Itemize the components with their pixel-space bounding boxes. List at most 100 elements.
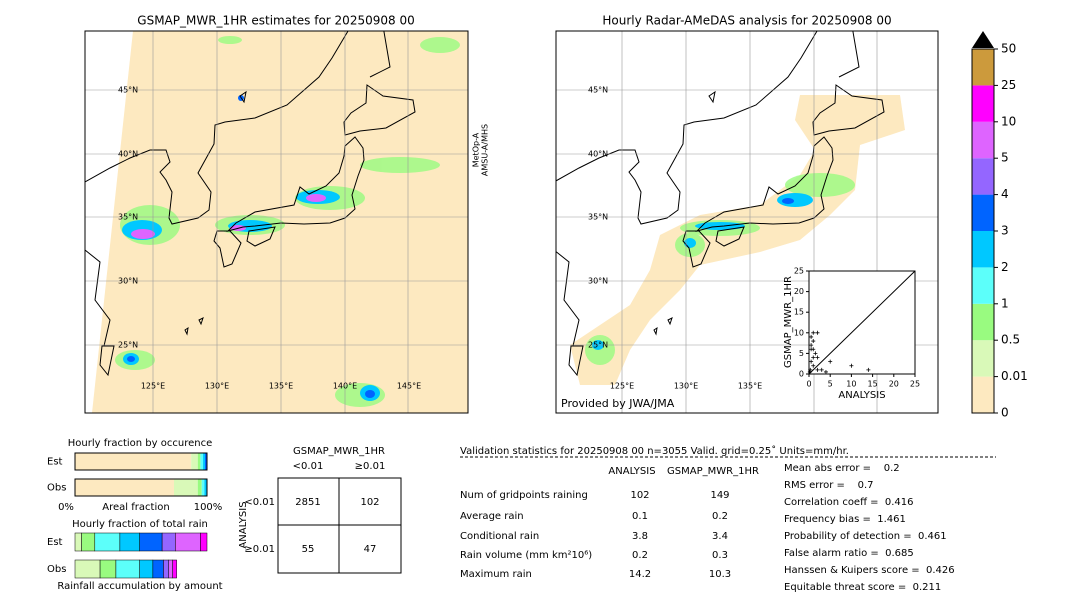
- stats-value: 14.2: [629, 569, 651, 580]
- scatter-point: [866, 367, 871, 372]
- colorbar-bin: [972, 376, 994, 413]
- satellite-label: AMSU-A/MHS: [481, 124, 490, 176]
- row-label: Est: [47, 537, 63, 548]
- fraction-segment: [197, 479, 202, 496]
- stats-label: Maximum rain: [460, 569, 532, 580]
- stats-value: 149: [710, 490, 729, 501]
- fraction-segment: [175, 532, 201, 552]
- colorbar-bin: [972, 231, 994, 268]
- fraction-segment: [139, 532, 163, 552]
- diagonal: [808, 270, 916, 375]
- panel-footer: Rainfall accumulation by amount: [57, 581, 222, 592]
- scatter-point: [823, 369, 828, 374]
- col-label: ≥0.01: [355, 461, 386, 472]
- lat-label: 40°N: [118, 150, 138, 159]
- stats-label: Rain volume (mm km²10⁶): [460, 550, 592, 561]
- x-tick-label: 10: [846, 380, 856, 389]
- colorbar-label: 0.5: [1001, 333, 1020, 347]
- fraction-segment: [191, 453, 198, 470]
- fraction-segment: [204, 479, 207, 496]
- colorbar-label: 0: [1001, 406, 1009, 420]
- scatter-point: [811, 330, 816, 335]
- fraction-segment: [139, 559, 154, 579]
- scatter-point: [809, 347, 814, 352]
- fraction-segment: [168, 559, 173, 579]
- table-cell: 102: [360, 497, 379, 508]
- fraction-segment: [200, 453, 204, 470]
- lat-label: 30°N: [588, 277, 608, 286]
- x-tick-label: 5: [828, 380, 833, 389]
- scatter-point: [849, 363, 854, 368]
- x-tick-label: 0: [806, 380, 811, 389]
- x-tick-label: 20: [889, 380, 899, 389]
- lat-label: 45°N: [118, 86, 138, 95]
- axis-label: 0%: [58, 502, 74, 513]
- panel-title: Hourly fraction by occurence: [68, 438, 212, 449]
- y-tick-label: 10: [794, 328, 804, 337]
- fraction-segment: [115, 559, 140, 579]
- axis-label: Areal fraction: [102, 502, 169, 513]
- stats-value: 0.2: [632, 550, 648, 561]
- lon-label: 130°E: [674, 382, 698, 391]
- stats-value: 0.1: [632, 511, 648, 522]
- scatter-point: [809, 359, 814, 364]
- x-axis-label: ANALYSIS: [838, 390, 885, 401]
- stats-score: Frequency bias = 1.461: [784, 514, 906, 525]
- table-cell: 47: [364, 544, 377, 555]
- lon-label: 135°E: [738, 382, 762, 391]
- lon-label: 125°E: [141, 382, 165, 391]
- fraction-segment: [119, 532, 140, 552]
- colorbar-bin: [972, 267, 994, 304]
- lat-label: 25°N: [588, 341, 608, 350]
- x-tick-label: 25: [910, 380, 920, 389]
- colorbar-label: 10: [1001, 114, 1016, 128]
- panel-title: Hourly fraction of total rain: [72, 519, 208, 530]
- map-title: GSMAP_MWR_1HR estimates for 20250908 00: [137, 14, 414, 28]
- fraction-segment: [174, 479, 198, 496]
- x-tick-label: 15: [868, 380, 878, 389]
- left-map-frame: [84, 30, 469, 414]
- fraction-segment: [197, 453, 201, 470]
- scatter-point: [811, 363, 816, 368]
- fraction-segment: [163, 559, 169, 579]
- fraction-segment: [75, 479, 174, 496]
- col-label: <0.01: [293, 461, 324, 472]
- stats-score: Probability of detection = 0.461: [784, 531, 947, 542]
- scatter-point: [819, 367, 824, 372]
- table-cell: 2851: [295, 497, 320, 508]
- stats-header: ANALYSIS: [608, 466, 655, 477]
- row-label: Obs: [47, 483, 66, 494]
- colorbar-label: 4: [1001, 187, 1009, 201]
- scatter-point: [815, 355, 820, 360]
- row-label: ≥0.01: [244, 544, 275, 555]
- satellite-label: MetOp-A: [472, 132, 481, 167]
- stats-label: Num of gridpoints raining: [460, 490, 588, 501]
- stats-title: Validation statistics for 20250908 00 n=…: [460, 445, 849, 457]
- scatter-point: [808, 367, 813, 372]
- colorbar-label: 1: [1001, 296, 1009, 310]
- colorbar-extend: [972, 31, 994, 48]
- colorbar-label: 50: [1001, 42, 1016, 56]
- fraction-segment: [81, 532, 96, 552]
- lat-label: 35°N: [588, 213, 608, 222]
- stats-label: Average rain: [460, 511, 524, 522]
- colorbar-bin: [972, 85, 994, 122]
- lon-label: 140°E: [333, 382, 357, 391]
- colorbar-label: 2: [1001, 260, 1009, 274]
- scatter-point: [813, 351, 818, 356]
- fraction-segment: [75, 453, 192, 470]
- stats-score: Equitable threat score = 0.211: [784, 582, 941, 593]
- stats-value: 0.3: [712, 550, 728, 561]
- table-title: GSMAP_MWR_1HR: [293, 446, 385, 457]
- bar-frame: [74, 452, 208, 471]
- fraction-segment: [172, 559, 177, 579]
- colorbar-label: 25: [1001, 78, 1016, 92]
- stats-score: RMS error = 0.7: [784, 480, 874, 491]
- fraction-segment: [99, 559, 117, 579]
- row-axis: ANALYSIS: [238, 501, 249, 548]
- lon-label: 145°E: [397, 382, 421, 391]
- stats-score: Correlation coeff = 0.416: [784, 497, 914, 508]
- colorbar-bin: [972, 121, 994, 159]
- colorbar-bin: [972, 194, 994, 231]
